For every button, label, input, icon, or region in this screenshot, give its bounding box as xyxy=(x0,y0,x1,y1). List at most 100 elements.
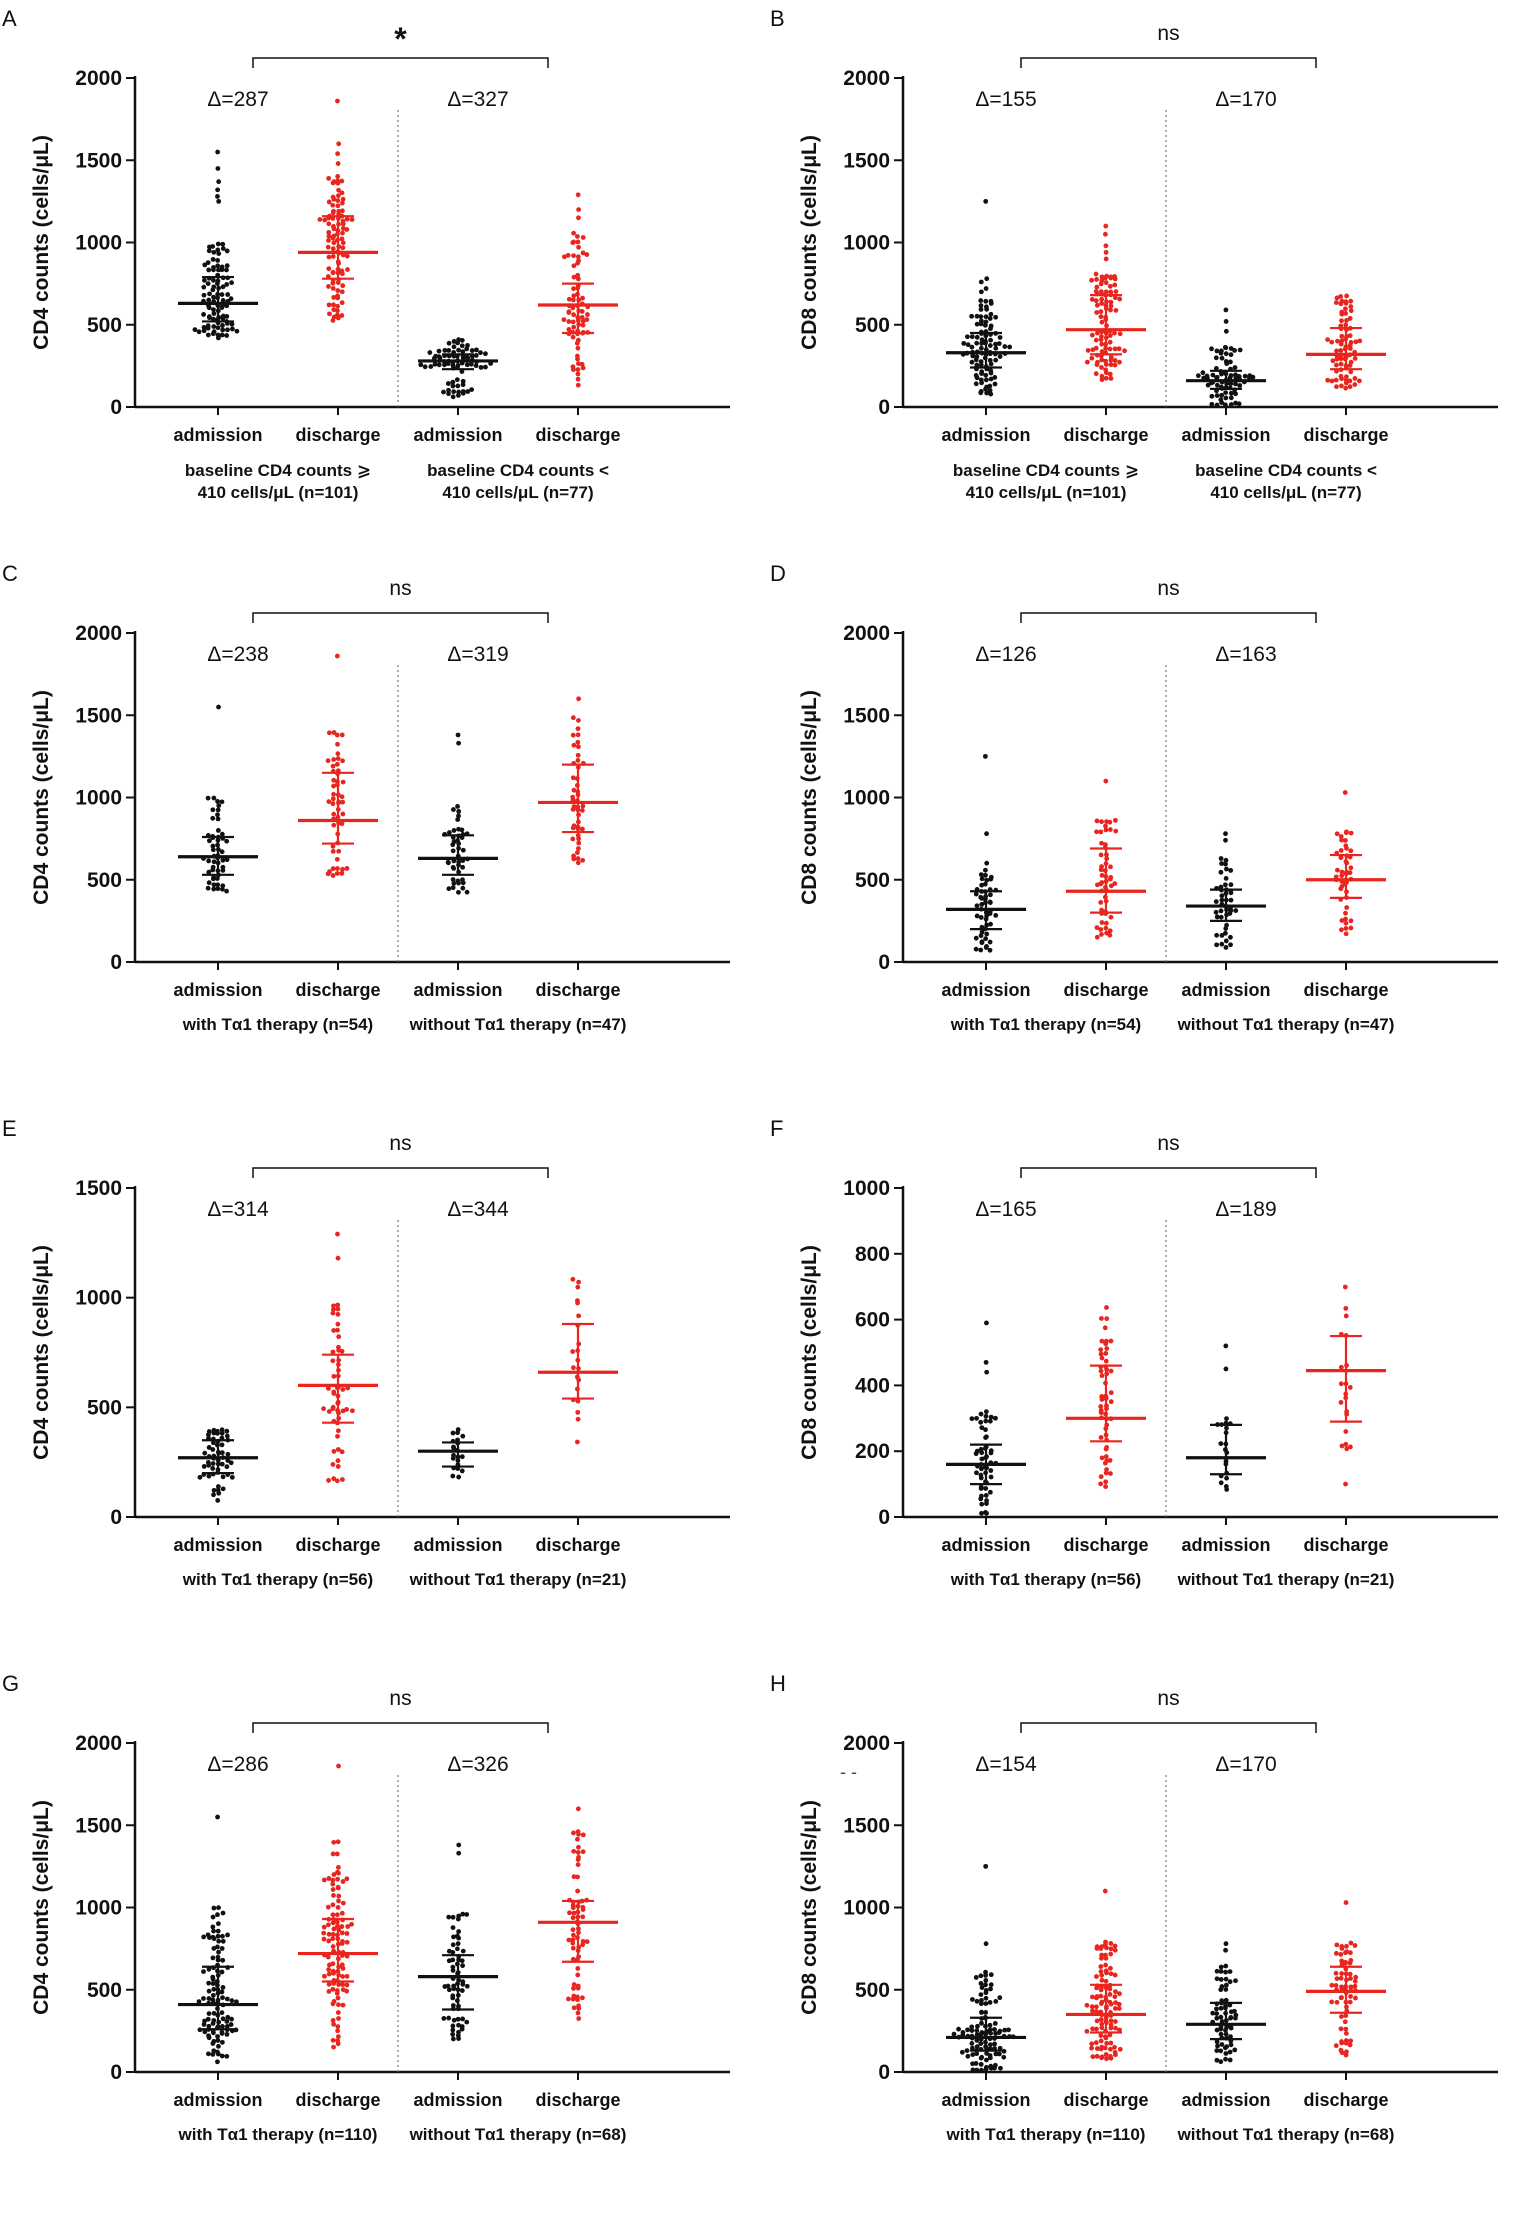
data-point xyxy=(970,353,976,359)
data-point xyxy=(1108,303,1114,309)
x-category-label: admission xyxy=(413,980,502,1000)
data-point xyxy=(979,1425,985,1431)
data-point xyxy=(334,1990,340,1996)
data-point xyxy=(1094,2009,1099,2014)
data-point xyxy=(229,280,234,286)
data-point xyxy=(984,944,989,949)
data-point xyxy=(571,1985,576,1991)
x-category-label: discharge xyxy=(535,2090,620,2110)
data-point xyxy=(1339,927,1344,933)
data-point xyxy=(576,244,581,250)
data-point xyxy=(334,871,340,876)
data-point xyxy=(974,354,980,360)
data-point xyxy=(335,193,341,199)
data-point xyxy=(450,2023,456,2029)
data-point xyxy=(215,1814,220,1820)
data-point xyxy=(210,1992,216,1998)
data-point xyxy=(224,2024,230,2029)
data-point xyxy=(979,1501,985,1507)
data-point xyxy=(201,312,206,317)
data-point xyxy=(1343,920,1349,926)
data-point xyxy=(1107,339,1113,345)
data-point xyxy=(201,1464,207,1469)
data-point xyxy=(326,1938,332,1944)
data-point xyxy=(334,1851,340,1857)
data-point xyxy=(335,1306,341,1312)
data-point xyxy=(1227,2057,1233,2063)
data-point xyxy=(1342,790,1348,795)
data-point xyxy=(418,362,424,368)
data-point xyxy=(969,2028,975,2033)
data-point xyxy=(1228,2034,1233,2040)
x-category-label: discharge xyxy=(295,1535,380,1555)
data-point xyxy=(215,335,221,341)
data-point xyxy=(224,2053,230,2059)
data-point xyxy=(987,2042,993,2048)
data-point xyxy=(339,732,345,738)
data-point xyxy=(997,2051,1002,2057)
data-point xyxy=(321,1930,327,1936)
y-tick-label: 1500 xyxy=(843,1814,890,1837)
data-point xyxy=(1343,916,1348,922)
panel-letter: C xyxy=(2,561,18,586)
data-point xyxy=(1103,256,1109,262)
data-point xyxy=(1094,1994,1100,1999)
data-point xyxy=(1112,1943,1118,1949)
data-point xyxy=(565,252,571,258)
data-point xyxy=(1108,883,1114,889)
data-point xyxy=(1099,1373,1105,1379)
data-point xyxy=(455,732,461,738)
data-point xyxy=(331,822,337,828)
data-point xyxy=(1343,2026,1349,2032)
data-point xyxy=(974,2051,980,2057)
data-point xyxy=(575,739,581,745)
data-point xyxy=(1213,899,1219,904)
data-point xyxy=(993,1998,999,2004)
data-point xyxy=(330,866,336,872)
data-point xyxy=(1108,357,1114,363)
data-point xyxy=(339,1449,345,1455)
x-category-label: discharge xyxy=(1063,2090,1148,2110)
data-point xyxy=(326,1876,332,1881)
data-point xyxy=(1093,2040,1099,2046)
data-point xyxy=(326,1409,332,1414)
y-tick-label: 2000 xyxy=(75,1732,122,1755)
data-point xyxy=(349,1921,354,1927)
data-point xyxy=(224,263,230,269)
data-point xyxy=(325,758,331,764)
data-point xyxy=(1103,1454,1109,1459)
data-point xyxy=(983,2001,989,2007)
data-point xyxy=(330,2017,336,2023)
y-tick-label: 0 xyxy=(878,1506,890,1529)
data-point xyxy=(973,2061,979,2066)
data-point xyxy=(1339,318,1344,324)
data-point xyxy=(216,1905,221,1911)
data-point xyxy=(964,2048,970,2054)
data-point xyxy=(1219,400,1225,405)
data-point xyxy=(1218,1964,1224,1970)
data-point xyxy=(220,886,225,892)
data-point xyxy=(1103,243,1109,249)
data-point xyxy=(987,1489,993,1495)
data-point xyxy=(450,1914,456,1920)
data-point xyxy=(331,1373,337,1379)
data-point xyxy=(983,872,988,878)
data-point xyxy=(335,741,340,747)
data-point xyxy=(215,149,221,155)
data-point xyxy=(1347,316,1353,321)
data-point xyxy=(1224,361,1230,367)
y-tick-label: 500 xyxy=(87,314,122,337)
data-point xyxy=(988,1972,994,1978)
data-point xyxy=(1347,363,1353,368)
y-tick-label: 0 xyxy=(878,2061,890,2084)
data-point xyxy=(1099,1355,1105,1361)
data-point xyxy=(1338,1975,1344,1981)
data-point xyxy=(988,1450,994,1456)
data-point xyxy=(446,391,451,397)
data-point xyxy=(483,351,488,357)
data-point xyxy=(1112,295,1118,301)
data-point xyxy=(464,1983,470,1989)
data-point xyxy=(1353,1974,1359,1980)
data-point xyxy=(1108,2055,1114,2061)
data-point xyxy=(1089,297,1095,302)
